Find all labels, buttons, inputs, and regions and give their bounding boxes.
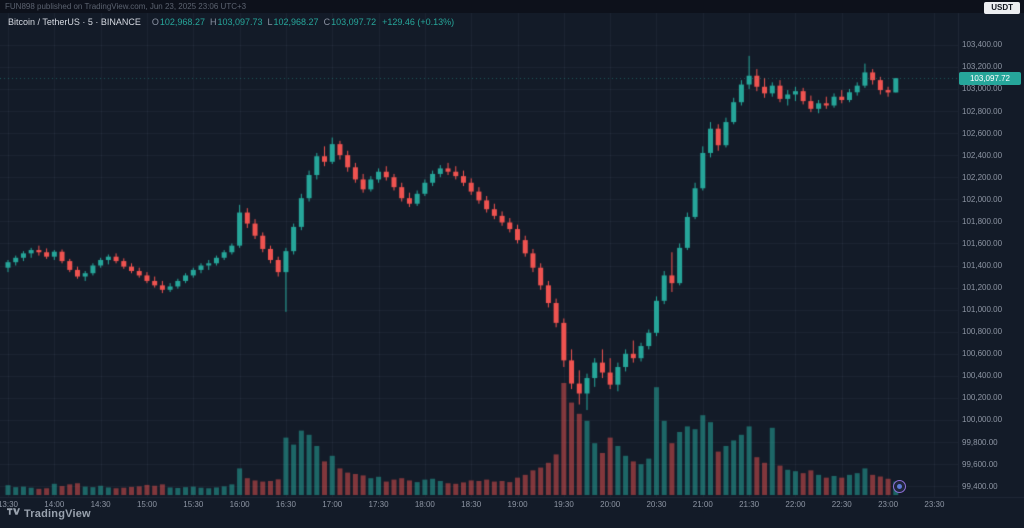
high-value: 103,097.73 bbox=[217, 17, 263, 27]
price-axis-label: 99,600.00 bbox=[962, 459, 998, 469]
last-price-label: 103,097.72 bbox=[959, 71, 1021, 85]
price-axis-label: 101,000.00 bbox=[962, 305, 1003, 315]
time-axis-label: 19:30 bbox=[553, 500, 574, 509]
time-axis-label: 13:30 bbox=[0, 500, 19, 509]
time-axis-label: 18:30 bbox=[461, 500, 482, 509]
price-axis-label: 102,000.00 bbox=[962, 194, 1003, 204]
time-axis-label: 15:00 bbox=[136, 500, 157, 509]
price-axis-label: 100,000.00 bbox=[962, 415, 1003, 425]
price-axis-label: 100,200.00 bbox=[962, 393, 1003, 403]
price-axis-label: 101,200.00 bbox=[962, 283, 1003, 293]
open-label: O bbox=[151, 17, 159, 27]
close-label: C bbox=[323, 17, 331, 27]
time-axis-label: 22:30 bbox=[831, 500, 852, 509]
time-axis-label: 17:30 bbox=[368, 500, 389, 509]
price-axis-label: 99,400.00 bbox=[962, 481, 998, 491]
attribution-bar: FUN898 published on TradingView.com, Jun… bbox=[0, 0, 1024, 13]
symbol-title[interactable]: Bitcoin / TetherUS · 5 · BINANCE bbox=[8, 17, 141, 27]
time-axis-label: 14:30 bbox=[90, 500, 111, 509]
close-value: 103,097.72 bbox=[331, 17, 377, 27]
price-axis-label: 103,000.00 bbox=[962, 84, 1003, 94]
time-axis-label: 15:30 bbox=[183, 500, 204, 509]
tradingview-logo-icon[interactable] bbox=[7, 505, 20, 523]
time-axis-label: 14:00 bbox=[44, 500, 65, 509]
currency-toggle-button[interactable]: USDT bbox=[984, 2, 1020, 14]
footer-bar: TradingView bbox=[7, 505, 91, 523]
price-axis-label: 102,600.00 bbox=[962, 128, 1003, 138]
time-axis-label: 23:30 bbox=[924, 500, 945, 509]
time-axis-label: 20:30 bbox=[646, 500, 667, 509]
price-axis-label: 100,600.00 bbox=[962, 349, 1003, 359]
change-value: +129.46 (+0.13%) bbox=[382, 17, 455, 27]
time-axis-label: 16:00 bbox=[229, 500, 250, 509]
time-axis-label: 22:00 bbox=[785, 500, 806, 509]
price-axis-label: 102,200.00 bbox=[962, 172, 1003, 182]
price-axis-label: 101,600.00 bbox=[962, 238, 1003, 248]
publish-point-bubble-icon[interactable] bbox=[893, 480, 906, 493]
price-axis-label: 102,400.00 bbox=[962, 150, 1003, 160]
time-axis-label: 19:00 bbox=[507, 500, 528, 509]
high-label: H bbox=[209, 17, 217, 27]
open-value: 102,968.27 bbox=[159, 17, 205, 27]
price-axis-label: 101,800.00 bbox=[962, 216, 1003, 226]
low-label: L bbox=[267, 17, 273, 27]
time-axis-label: 21:30 bbox=[739, 500, 760, 509]
time-axis-label: 17:00 bbox=[322, 500, 343, 509]
time-axis[interactable]: 13:30 14:00 14:30 15:00 15:30 16:00 16:30 17:00… bbox=[0, 497, 958, 511]
price-axis-label: 103,400.00 bbox=[962, 40, 1003, 50]
price-axis-label: 99,800.00 bbox=[962, 437, 998, 447]
low-value: 102,968.27 bbox=[273, 17, 319, 27]
price-axis-label: 101,400.00 bbox=[962, 261, 1003, 270]
price-axis-label: 100,400.00 bbox=[962, 371, 1003, 381]
time-axis-label: 20:00 bbox=[600, 500, 621, 509]
time-axis-label: 18:00 bbox=[414, 500, 435, 509]
time-axis-label: 16:30 bbox=[275, 500, 296, 509]
price-axis-label: 102,800.00 bbox=[962, 106, 1003, 116]
time-axis-label: 21:00 bbox=[692, 500, 713, 509]
tradingview-brand-text[interactable]: TradingView bbox=[24, 508, 91, 520]
chart-legend: Bitcoin / TetherUS · 5 · BINANCE O 102,96… bbox=[8, 17, 454, 27]
time-axis-label: 23:00 bbox=[878, 500, 899, 509]
price-axis-label: 103,200.00 bbox=[962, 62, 1003, 72]
price-axis-label: 100,800.00 bbox=[962, 327, 1003, 337]
attribution-text: FUN898 published on TradingView.com, Jun… bbox=[5, 2, 247, 11]
price-axis[interactable]: 103,400.00 103,200.00 103,000.00 102,800.00… bbox=[958, 13, 1024, 497]
